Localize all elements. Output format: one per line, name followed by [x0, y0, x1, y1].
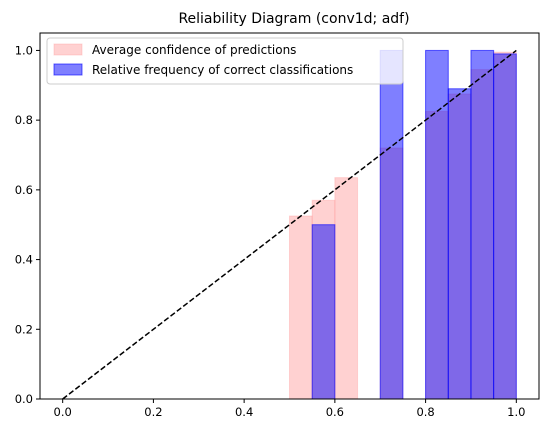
x-tick-label: 1.0 — [507, 405, 525, 419]
x-tick-label: 0.2 — [144, 405, 162, 419]
bar-series1-bin0 — [311, 224, 336, 400]
bar-series0-bin2 — [334, 177, 359, 400]
plot-area — [62, 49, 517, 400]
bar-series1-bin5 — [493, 53, 517, 400]
x-tick-label: 0.0 — [54, 405, 72, 419]
y-tick-label: 0.8 — [15, 113, 33, 127]
axes: 0.0 0.2 0.4 0.6 0.8 1.0 0.0 0.2 0.4 0.6 0.8 1.0 — [15, 32, 540, 419]
x-tick-label: 0.6 — [326, 405, 344, 419]
chart-title: Reliability Diagram (conv1d; adf) — [178, 11, 409, 27]
bar-series1-bin2 — [425, 49, 449, 400]
legend-swatch-1 — [53, 63, 83, 76]
legend-label-1: Relative frequency of correct classifica… — [92, 63, 353, 77]
y-tick-label: 0.6 — [15, 183, 33, 197]
bar-series1-bin1 — [379, 49, 404, 400]
legend-box — [46, 37, 404, 85]
x-tick-label: 0.4 — [235, 405, 253, 419]
y-tick-label: 1.0 — [15, 43, 33, 57]
legend-swatch-0 — [53, 43, 83, 56]
y-tick-label: 0.4 — [15, 253, 33, 267]
y-tick-label: 0.0 — [15, 392, 33, 406]
x-tick-label: 0.8 — [416, 405, 434, 419]
y-tick-label: 0.2 — [15, 322, 33, 336]
legend: Average confidence of predictions Relativ… — [46, 37, 404, 85]
legend-label-0: Average confidence of predictions — [92, 43, 296, 57]
bar-series1-bin4 — [470, 49, 495, 400]
perfect-calibration-line — [62, 49, 517, 400]
bar-series0-bin0 — [289, 215, 313, 400]
axes-frame — [39, 32, 540, 400]
bar-series1-bin3 — [447, 88, 472, 400]
